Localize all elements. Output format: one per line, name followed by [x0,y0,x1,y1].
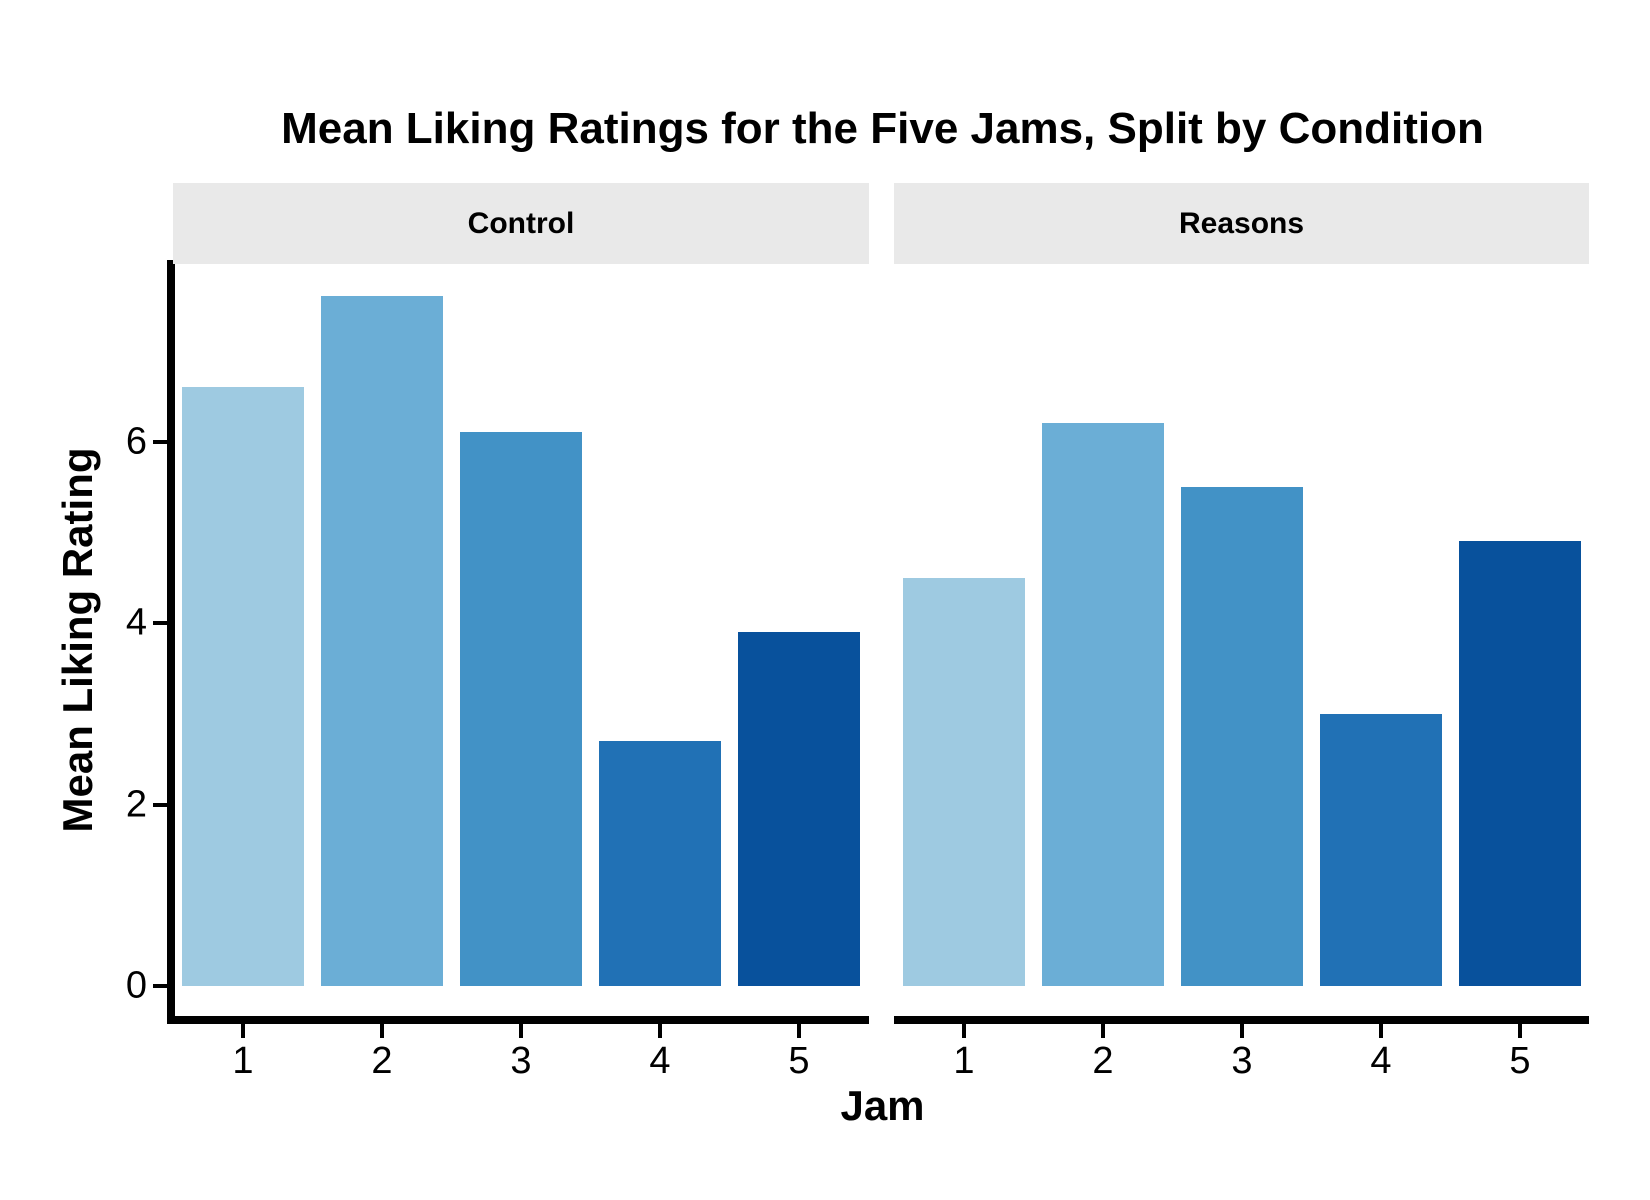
panel-control [173,264,869,1016]
bar-reasons-jam-1 [903,578,1025,986]
bar-reasons-jam-2 [1042,423,1164,986]
x-tick-control-4 [658,1024,662,1038]
x-tick-label-reasons-2: 2 [1092,1040,1114,1082]
x-tick-label-control-1: 1 [232,1040,254,1082]
y-axis-line [167,260,175,1024]
x-axis-title: Jam [840,1082,925,1129]
facet-label-control: Control [467,206,575,240]
x-tick-reasons-3 [1240,1024,1244,1038]
facet-strip-control: Control [173,183,869,264]
x-tick-reasons-2 [1101,1024,1105,1038]
bar-reasons-jam-5 [1459,541,1581,986]
x-tick-label-control-5: 5 [788,1040,810,1082]
x-tick-control-3 [519,1024,523,1038]
bar-control-jam-5 [738,632,860,986]
panel-reasons [894,264,1589,1016]
x-tick-label-control-3: 3 [510,1040,532,1082]
y-tick-0 [153,984,167,988]
x-tick-control-5 [797,1024,801,1038]
x-tick-reasons-5 [1518,1024,1522,1038]
y-tick-2 [153,803,167,807]
y-tick-6 [153,440,167,444]
bar-reasons-jam-3 [1181,487,1303,986]
y-tick-label-6: 6 [125,420,147,463]
x-tick-label-reasons-3: 3 [1231,1040,1253,1082]
x-tick-control-2 [380,1024,384,1038]
x-tick-label-reasons-4: 4 [1370,1040,1392,1082]
bar-reasons-jam-4 [1320,714,1442,986]
bar-control-jam-4 [599,741,721,986]
x-axis-line-reasons [894,1016,1589,1024]
y-tick-4 [153,621,167,625]
x-tick-reasons-1 [962,1024,966,1038]
x-tick-label-control-4: 4 [649,1040,671,1082]
y-tick-label-4: 4 [125,601,147,644]
bar-control-jam-3 [460,432,582,986]
bar-control-jam-1 [182,387,304,986]
y-tick-label-2: 2 [125,783,147,826]
facet-label-reasons: Reasons [1178,206,1305,240]
y-tick-label-0: 0 [125,964,147,1007]
chart-title: Mean Liking Ratings for the Five Jams, S… [281,104,1484,153]
x-axis-line-control [167,1016,869,1024]
x-tick-label-reasons-5: 5 [1509,1040,1531,1082]
x-tick-control-1 [241,1024,245,1038]
x-tick-reasons-4 [1379,1024,1383,1038]
bar-control-jam-2 [321,296,443,986]
x-tick-label-control-2: 2 [371,1040,393,1082]
facet-strip-reasons: Reasons [894,183,1589,264]
x-tick-label-reasons-1: 1 [953,1040,975,1082]
